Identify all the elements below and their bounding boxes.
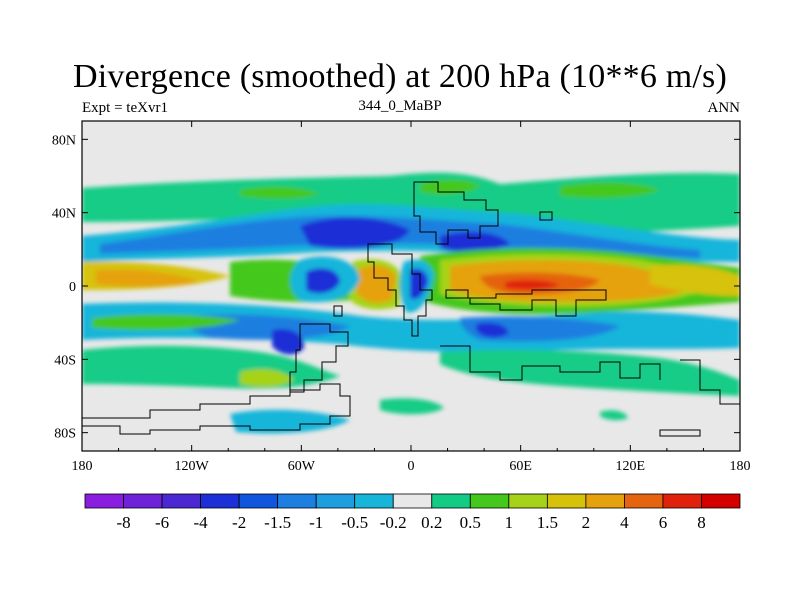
- x-tick-label: 60E: [509, 459, 532, 474]
- field-equator-red: [505, 279, 560, 290]
- coast-island: [333, 211, 553, 317]
- colorbar-label: 2: [582, 513, 591, 532]
- axes: 180 120W 60W 0 60E 120E 180 80N 40N 0 40S 80S: [52, 121, 751, 474]
- coast-south-america: [289, 323, 349, 393]
- field-south-lime: [240, 369, 294, 387]
- contour-fields: [82, 172, 740, 437]
- colorbar-label: -8: [116, 513, 130, 532]
- colorbar-label: -0.2: [380, 513, 407, 532]
- colorbar-box: [469, 493, 510, 509]
- colorbar-box: [585, 493, 625, 509]
- colorbar-box: [161, 493, 201, 509]
- colorbar-label: 8: [697, 513, 706, 532]
- colorbar-label: -1.5: [264, 513, 291, 532]
- colorbar-box: [123, 493, 163, 509]
- colorbar-box: [431, 493, 471, 509]
- colorbar-box: [200, 493, 240, 509]
- colorbar-label: 1: [505, 513, 514, 532]
- field-west-yellow: [82, 261, 740, 296]
- y-tick-label: 80S: [54, 427, 76, 442]
- x-tick-label: 180: [730, 459, 751, 474]
- colorbar-label: -4: [194, 513, 209, 532]
- coast-india-asia: [445, 289, 607, 317]
- colorbar-label: 0.2: [421, 513, 442, 532]
- colorbar-box: [508, 493, 548, 509]
- experiment-label: Expt = teXvr1: [82, 100, 168, 116]
- colorbar-box: [701, 493, 741, 509]
- field-south-lime2: [92, 314, 240, 330]
- colorbar-box: [624, 493, 664, 509]
- colorbar-box: [546, 493, 587, 509]
- x-tick-label: 120W: [175, 459, 210, 474]
- coastlines: [82, 181, 740, 437]
- coast-southern-africa: [440, 345, 661, 381]
- colorbar-box: [277, 493, 317, 509]
- season-label: ANN: [707, 100, 741, 116]
- field-north-blue-dark: [300, 217, 510, 253]
- colorbar-label: -6: [155, 513, 169, 532]
- colorbar-label: 6: [659, 513, 668, 532]
- coast-eurasia: [413, 181, 499, 245]
- x-tick-label: 120E: [616, 459, 646, 474]
- x-tick-label: 180: [72, 459, 93, 474]
- y-tick-label: 40N: [52, 207, 76, 222]
- colorbar-box: [84, 493, 124, 509]
- y-tick-label: 80N: [52, 133, 76, 148]
- colorbar-label: 1.5: [537, 513, 558, 532]
- field-antarctic-green: [380, 398, 628, 421]
- coast-africa: [367, 243, 433, 337]
- colorbar-label: -1: [309, 513, 323, 532]
- colorbar-box: [238, 493, 279, 509]
- coast-east2: [659, 429, 701, 437]
- case-label: 344_0_MaBP: [358, 98, 442, 114]
- colorbar: -8 -6 -4 -2 -1.5 -1 -0.5 -0.2 0.2 0.5 1 1.5 2 4 6 8: [84, 493, 741, 532]
- y-tick-label: 0: [69, 280, 76, 295]
- y-tick-label: 40S: [54, 353, 76, 368]
- field-north-lime: [240, 179, 660, 199]
- x-tick-label: 60W: [288, 459, 316, 474]
- colorbar-box: [392, 493, 433, 509]
- field-atlantic-darkblue: [306, 268, 428, 300]
- colorbar-label: 0.5: [460, 513, 481, 532]
- colorbar-box: [315, 493, 356, 509]
- colorbar-box: [662, 493, 702, 509]
- x-tick-label: 0: [408, 459, 415, 474]
- field-west-gold: [96, 269, 200, 287]
- colorbar-label: -2: [232, 513, 246, 532]
- chart-title: Divergence (smoothed) at 200 hPa (10**6 …: [72, 58, 728, 95]
- colorbar-label: -0.5: [341, 513, 368, 532]
- field-antarctic-blue: [230, 409, 350, 434]
- coast-east: [680, 359, 740, 405]
- coast-antarctica: [82, 383, 351, 435]
- colorbar-box: [354, 493, 394, 509]
- colorbar-label: 4: [620, 513, 629, 532]
